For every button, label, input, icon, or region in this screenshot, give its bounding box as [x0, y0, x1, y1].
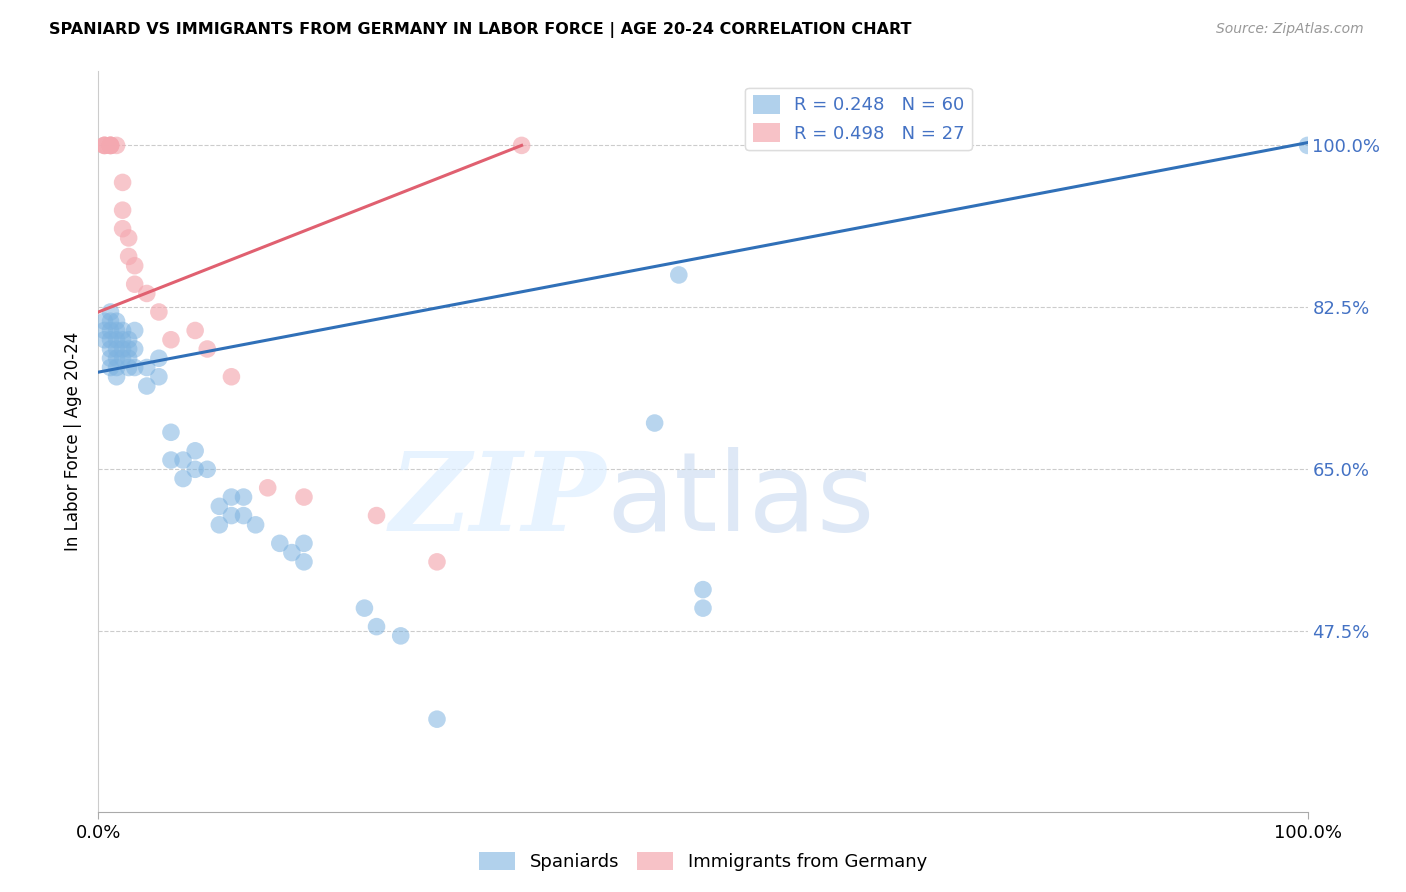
Point	[100, 333, 122, 347]
Point	[100, 360, 122, 375]
Point	[111, 175, 134, 190]
Point	[93, 323, 115, 337]
Point	[208, 517, 231, 532]
Point	[510, 138, 533, 153]
Point	[124, 360, 146, 375]
Point	[124, 259, 146, 273]
Point	[160, 333, 183, 347]
Point	[105, 314, 128, 328]
Point	[184, 462, 207, 476]
Point	[100, 305, 122, 319]
Point	[292, 490, 315, 504]
Legend: Spaniards, Immigrants from Germany: Spaniards, Immigrants from Germany	[472, 845, 934, 879]
Point	[111, 203, 134, 218]
Point	[644, 416, 666, 430]
Point	[184, 443, 207, 458]
Point	[292, 555, 315, 569]
Point	[353, 601, 375, 615]
Point	[93, 314, 115, 328]
Point	[100, 314, 122, 328]
Point	[93, 138, 115, 153]
Point	[245, 517, 267, 532]
Point	[221, 508, 243, 523]
Point	[232, 490, 254, 504]
Point	[111, 221, 134, 235]
Point	[105, 369, 128, 384]
Text: atlas: atlas	[606, 447, 875, 554]
Point	[100, 342, 122, 356]
Point	[111, 351, 134, 366]
Point	[124, 323, 146, 337]
Point	[148, 351, 170, 366]
Point	[118, 250, 141, 264]
Point	[111, 323, 134, 337]
Point	[195, 342, 218, 356]
Point	[281, 545, 304, 560]
Point	[135, 360, 157, 375]
Point	[135, 286, 157, 301]
Point	[93, 138, 115, 153]
Point	[692, 601, 714, 615]
Point	[105, 138, 128, 153]
Point	[100, 138, 122, 153]
Point	[100, 138, 122, 153]
Point	[172, 453, 194, 467]
Point	[256, 481, 278, 495]
Text: Source: ZipAtlas.com: Source: ZipAtlas.com	[1216, 22, 1364, 37]
Point	[93, 138, 115, 153]
Point	[160, 425, 183, 440]
Point	[111, 342, 134, 356]
Point	[105, 351, 128, 366]
Point	[105, 333, 128, 347]
Point	[426, 712, 449, 726]
Point	[208, 500, 231, 514]
Point	[232, 508, 254, 523]
Point	[105, 323, 128, 337]
Point	[292, 536, 315, 550]
Point	[148, 369, 170, 384]
Point	[118, 351, 141, 366]
Text: SPANIARD VS IMMIGRANTS FROM GERMANY IN LABOR FORCE | AGE 20-24 CORRELATION CHART: SPANIARD VS IMMIGRANTS FROM GERMANY IN L…	[49, 22, 911, 38]
Point	[160, 453, 183, 467]
Point	[221, 490, 243, 504]
Point	[1296, 138, 1319, 153]
Point	[118, 333, 141, 347]
Point	[172, 472, 194, 486]
Point	[118, 231, 141, 245]
Point	[105, 360, 128, 375]
Point	[366, 620, 388, 634]
Point	[269, 536, 291, 550]
Y-axis label: In Labor Force | Age 20-24: In Labor Force | Age 20-24	[65, 332, 83, 551]
Point	[148, 305, 170, 319]
Point	[195, 462, 218, 476]
Point	[100, 323, 122, 337]
Legend: R = 0.248   N = 60, R = 0.498   N = 27: R = 0.248 N = 60, R = 0.498 N = 27	[745, 87, 972, 150]
Point	[366, 508, 388, 523]
Point	[426, 555, 449, 569]
Point	[100, 138, 122, 153]
Point	[668, 268, 690, 282]
Text: ZIP: ZIP	[389, 447, 606, 555]
Point	[100, 138, 122, 153]
Point	[124, 342, 146, 356]
Point	[124, 277, 146, 292]
Point	[221, 369, 243, 384]
Point	[93, 333, 115, 347]
Point	[105, 342, 128, 356]
Point	[118, 342, 141, 356]
Point	[184, 323, 207, 337]
Point	[692, 582, 714, 597]
Point	[389, 629, 412, 643]
Point	[135, 379, 157, 393]
Point	[118, 360, 141, 375]
Point	[111, 333, 134, 347]
Point	[100, 351, 122, 366]
